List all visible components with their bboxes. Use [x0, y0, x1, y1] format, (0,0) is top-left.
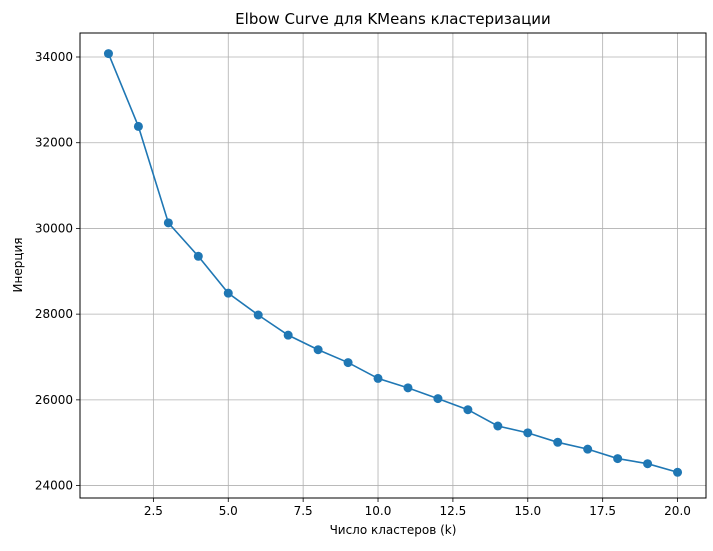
- x-tick-label: 20.0: [664, 504, 691, 518]
- series-layer: [103, 49, 683, 477]
- series-line: [107, 53, 678, 474]
- data-point: [193, 251, 203, 261]
- y-tick-label: 28000: [35, 307, 73, 321]
- data-point: [493, 421, 503, 431]
- data-point: [223, 288, 233, 298]
- data-point: [613, 454, 623, 464]
- data-point: [643, 459, 653, 469]
- x-tick-label: 10.0: [365, 504, 392, 518]
- data-point: [313, 345, 323, 355]
- y-axis-label: Инерция: [11, 237, 25, 292]
- x-tick-label: 12.5: [440, 504, 467, 518]
- data-point: [133, 121, 143, 131]
- chart-title: Elbow Curve для KMeans кластеризации: [235, 10, 551, 28]
- data-point: [163, 218, 173, 228]
- data-point: [373, 373, 383, 383]
- x-axis: 2.5 5.0 7.5 10.0 12.5 15.0 17.5 20.0: [144, 498, 691, 518]
- x-tick-label: 5.0: [219, 504, 238, 518]
- data-point: [283, 330, 293, 340]
- x-tick-label: 7.5: [294, 504, 313, 518]
- data-point: [553, 437, 563, 447]
- y-tick-label: 32000: [35, 136, 73, 150]
- y-tick-label: 24000: [35, 479, 73, 493]
- grid-lines: [80, 33, 706, 498]
- data-point: [673, 467, 683, 477]
- y-tick-label: 34000: [35, 50, 73, 64]
- data-point: [403, 383, 413, 393]
- x-axis-label: Число кластеров (k): [330, 523, 457, 537]
- y-tick-label: 30000: [35, 221, 73, 235]
- data-point: [463, 405, 473, 415]
- data-point: [103, 49, 113, 59]
- data-point: [523, 428, 533, 438]
- y-tick-label: 26000: [35, 393, 73, 407]
- plot-frame: [79, 32, 707, 499]
- data-point: [253, 310, 263, 320]
- x-tick-label: 2.5: [144, 504, 163, 518]
- plot-area: [80, 33, 706, 498]
- data-point: [583, 444, 593, 454]
- y-axis: 24000 26000 28000 30000 32000 34000: [35, 50, 80, 493]
- data-point: [343, 358, 353, 368]
- data-point: [433, 394, 443, 404]
- x-tick-label: 15.0: [514, 504, 541, 518]
- x-tick-label: 17.5: [589, 504, 616, 518]
